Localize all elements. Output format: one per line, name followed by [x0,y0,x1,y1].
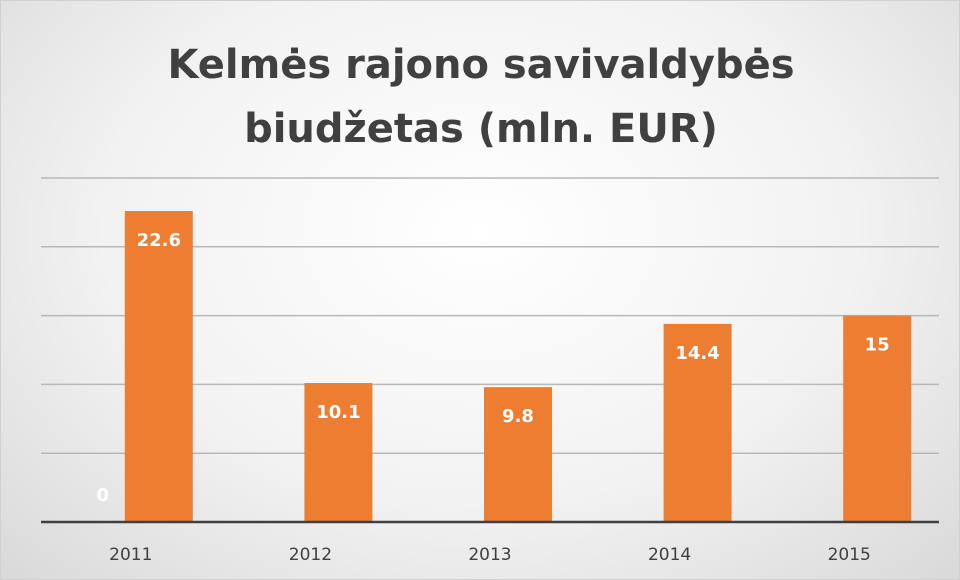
x-tick-label: 2014 [648,545,691,565]
x-tick-label: 2011 [109,545,152,565]
chart-title: Kelmės rajono savivaldybės biudžetas (ml… [167,42,795,152]
bar [484,387,552,522]
bar [843,315,912,522]
bar [124,211,193,523]
value-label: 0 [97,485,110,506]
value-label: 15 [865,335,890,356]
bar [304,383,373,522]
value-label: 22.6 [137,230,181,251]
x-tick-label: 2015 [828,545,871,565]
value-label: 10.1 [316,402,360,423]
value-label: 9.8 [502,406,534,427]
value-label: 14.4 [675,343,719,364]
x-tick-label: 2012 [289,545,332,565]
bar [663,323,732,522]
x-tick-label: 2013 [468,545,511,565]
